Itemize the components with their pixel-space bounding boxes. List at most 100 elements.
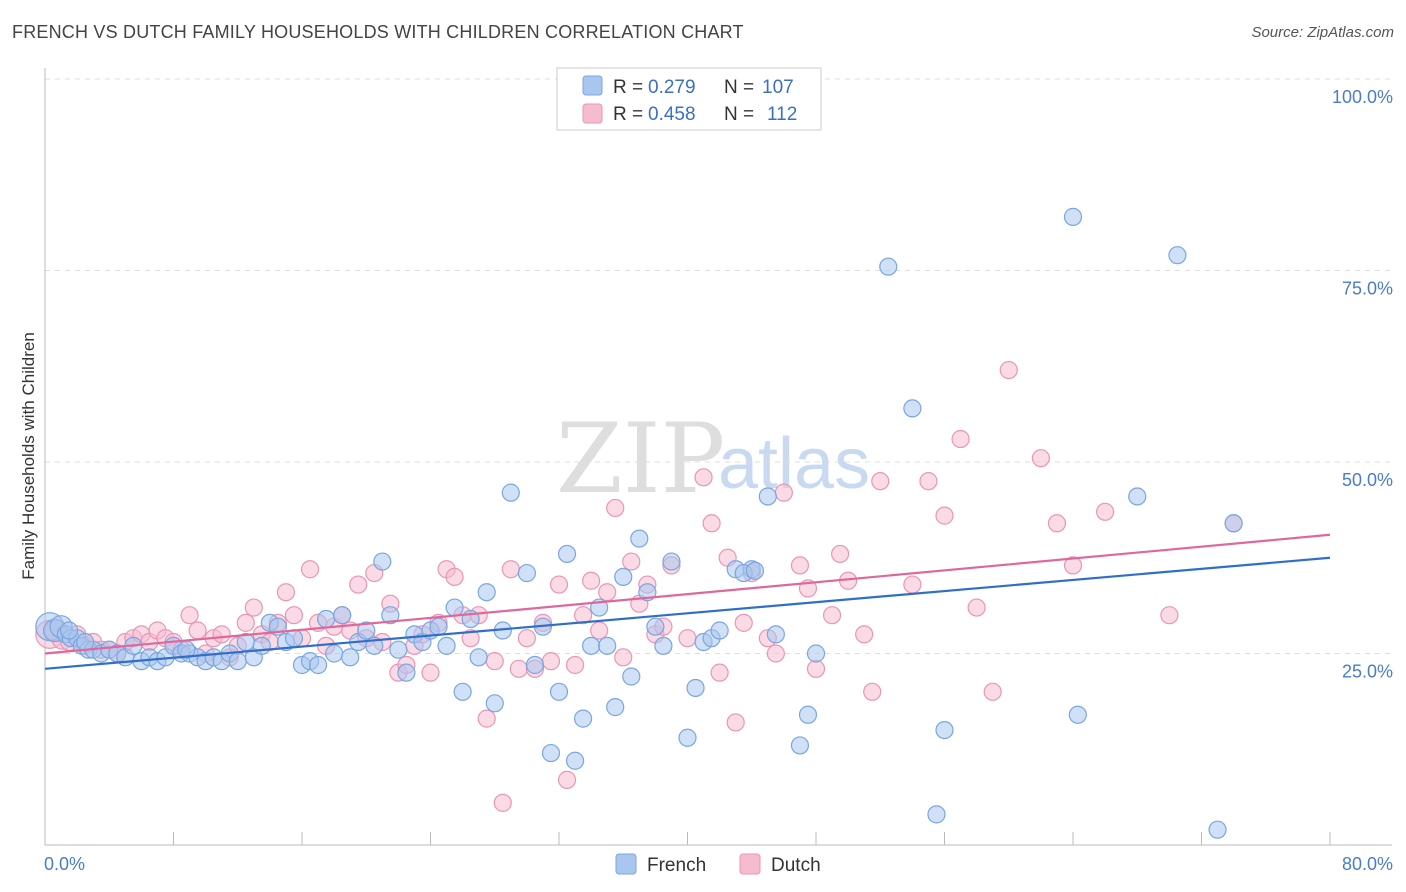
dutch-point <box>349 575 368 594</box>
french-bottom-label: French <box>647 855 706 876</box>
source-credit: Source: ZipAtlas.com <box>1251 24 1394 41</box>
dutch-point <box>501 560 520 579</box>
x-tick-label: 80.0% <box>1342 854 1393 874</box>
french-point <box>228 652 247 671</box>
french-point <box>557 544 577 564</box>
dutch-bottom-label: Dutch <box>771 855 821 876</box>
dutch-bottom-swatch <box>739 853 761 875</box>
y-tick-label: 25.0% <box>1342 662 1393 682</box>
dutch-point <box>509 659 528 678</box>
french-point <box>806 644 826 663</box>
french-point <box>654 636 673 655</box>
french-point <box>549 682 569 701</box>
dutch-point <box>549 575 569 594</box>
dutch-n-value: 112 <box>767 104 797 125</box>
dutch-point <box>919 472 938 491</box>
dutch-point <box>710 663 729 682</box>
french-point <box>501 483 520 502</box>
french-point <box>525 655 545 675</box>
french-point <box>469 648 488 667</box>
french-point <box>686 678 705 698</box>
dutch-point <box>461 629 480 648</box>
french-point <box>429 617 448 636</box>
french-point <box>758 487 777 506</box>
french-point <box>1128 487 1147 506</box>
stats-legend: R = 0.279 N = 107 R = 0.458 N = 112 <box>556 67 822 131</box>
dutch-point <box>951 429 970 449</box>
dutch-r-value: 0.458 <box>648 104 696 125</box>
dutch-point <box>726 713 745 732</box>
french-point <box>927 805 946 824</box>
french-point <box>485 694 504 713</box>
french-point <box>517 563 536 583</box>
dutch-point <box>477 709 496 728</box>
dutch-point <box>678 629 697 648</box>
dutch-point <box>598 583 617 602</box>
dutch-point <box>999 360 1018 380</box>
y-axis-title: Family Households with Children <box>19 332 38 580</box>
french-point <box>333 606 352 625</box>
french-point <box>630 529 649 548</box>
french-point <box>252 636 271 655</box>
y-tick-label: 75.0% <box>1342 279 1393 299</box>
dutch-point <box>541 652 561 671</box>
dutch-point <box>1047 514 1067 533</box>
french-point <box>903 399 922 418</box>
french-point <box>437 636 456 655</box>
dutch-point <box>806 659 826 678</box>
french-point <box>389 640 408 659</box>
dutch-point <box>517 629 536 648</box>
dutch-point <box>1096 502 1115 521</box>
french-point <box>678 728 697 747</box>
dutch-point <box>871 472 890 491</box>
dutch-point <box>590 621 609 640</box>
french-point <box>565 751 585 770</box>
french-r-value: 0.279 <box>648 77 696 98</box>
french-point <box>622 667 641 686</box>
french-n-value: 107 <box>762 77 794 98</box>
french-point <box>541 743 561 763</box>
french-point <box>357 621 376 640</box>
dutch-point <box>822 606 842 625</box>
dutch-point <box>493 793 512 812</box>
dutch-point <box>445 567 464 587</box>
dutch-point <box>565 655 585 675</box>
french-point <box>325 644 344 663</box>
dutch-n-label: N = <box>724 104 754 125</box>
french-point <box>766 625 785 644</box>
french-n-label: N = <box>724 77 754 98</box>
french-point <box>76 632 95 652</box>
watermark-atlas: atlas <box>718 424 870 504</box>
chart-title: FRENCH VS DUTCH FAMILY HOUSEHOLDS WITH C… <box>12 22 744 42</box>
dutch-trend-line <box>44 533 1331 655</box>
dutch-point <box>212 625 231 644</box>
dutch-point <box>766 644 785 663</box>
french-point <box>606 698 625 717</box>
french-point <box>397 663 416 682</box>
dutch-point <box>694 468 713 487</box>
french-point <box>614 567 633 587</box>
dutch-point <box>557 770 577 789</box>
french-point <box>935 720 954 740</box>
dutch-legend-swatch <box>582 103 603 124</box>
dutch-point <box>276 583 296 602</box>
dutch-point <box>582 571 601 590</box>
dutch-point <box>284 606 304 625</box>
dutch-point <box>421 663 440 682</box>
dutch-point <box>244 598 263 617</box>
french-legend-swatch <box>582 75 603 96</box>
tick-labels: 25.0% 50.0% 75.0% 100.0% 0.0% 80.0% <box>44 87 1393 874</box>
dutch-point <box>863 682 882 701</box>
dutch-point <box>188 621 207 640</box>
french-point <box>798 705 818 724</box>
dutch-point <box>903 575 922 594</box>
french-point <box>316 609 336 629</box>
french-point <box>879 257 898 276</box>
dutch-point <box>622 552 641 571</box>
dutch-point <box>855 625 874 644</box>
french-point <box>373 552 392 571</box>
french-point <box>308 655 328 675</box>
french-point <box>284 629 304 648</box>
french-point <box>582 636 601 655</box>
